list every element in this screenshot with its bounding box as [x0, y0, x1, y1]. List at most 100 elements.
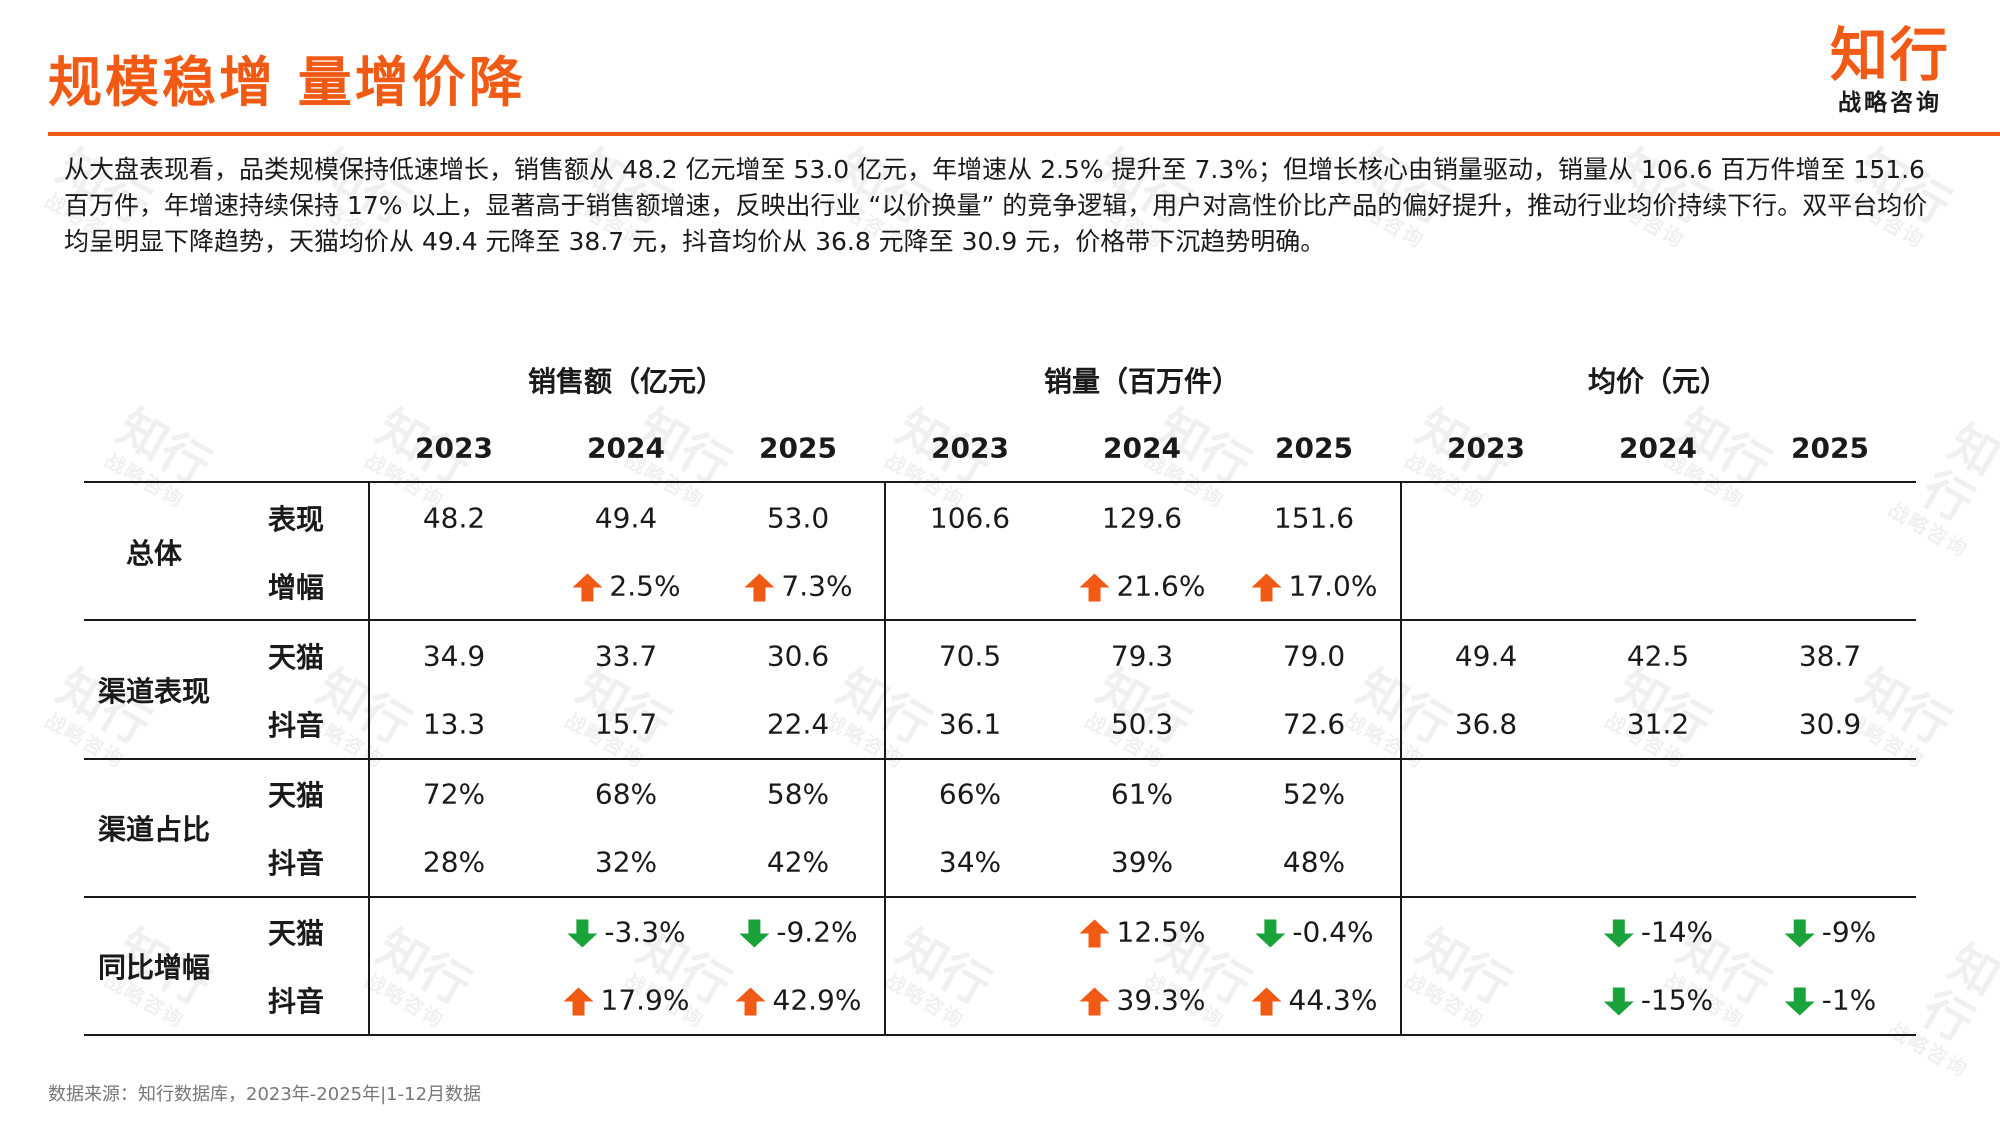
cell-value: 38.7 [1798, 639, 1862, 673]
table-cell: 7.3% [743, 570, 853, 603]
table-cell: -0.4% [1254, 915, 1374, 949]
table-cell: 42.9% [735, 983, 862, 1017]
table-row-divider [84, 896, 1916, 898]
table-cell: 21.6% [1079, 569, 1206, 603]
table-column-divider [368, 481, 370, 1034]
table-cell: 12.5% [1079, 916, 1205, 949]
cell-value: 13.3 [422, 707, 486, 741]
cell-value: 36.8 [1454, 707, 1518, 741]
table-cell: 17.0% [1251, 570, 1377, 603]
arrow-down-icon [1603, 919, 1634, 948]
table-cell: 2.5% [571, 569, 681, 603]
cell-value: 42.9% [772, 983, 862, 1017]
arrow-up-icon [1251, 987, 1282, 1016]
cell-value: 151.6 [1273, 501, 1355, 535]
table-cell: 48% [1283, 846, 1345, 879]
arrow-up-icon [1079, 987, 1110, 1016]
summary-paragraph: 从大盘表现看，品类规模保持低速增长，销售额从 48.2 亿元增至 53.0 亿元… [64, 155, 1928, 256]
cell-value: 30.9 [1798, 707, 1862, 741]
watermark: 知行 战略咨询 [880, 919, 1000, 1033]
table-cell: 53.0 [767, 502, 829, 535]
section-label: 渠道占比 [97, 813, 211, 846]
table-cell: 129.6 [1102, 502, 1182, 535]
year-header: 2024 [587, 431, 665, 465]
arrow-up-icon [1079, 573, 1110, 602]
cell-value: 33.7 [594, 639, 658, 673]
cell-value: 48% [1282, 845, 1346, 879]
table-cell: -3.3% [566, 916, 686, 949]
year-header: 2023 [931, 431, 1009, 465]
table-cell: 39% [1111, 846, 1173, 879]
year-header: 2025 [1791, 431, 1869, 465]
table-cell: 79.0 [1283, 640, 1345, 673]
cell-value: 32% [594, 845, 658, 879]
cell-value: 49.4 [594, 501, 658, 535]
year-header: 2024 [1103, 431, 1181, 465]
table-cell: 72% [423, 778, 485, 811]
table-cell: 151.6 [1274, 502, 1354, 535]
cell-value: 53.0 [766, 501, 830, 535]
cell-value: 42.5 [1626, 639, 1690, 673]
watermark: 知行 战略咨询 [1340, 659, 1460, 773]
cell-value: 42% [766, 845, 830, 879]
arrow-down-icon [1603, 987, 1634, 1016]
row-label: 天猫 [267, 641, 325, 674]
table-cell: 66% [939, 778, 1001, 811]
table-cell: 61% [1111, 778, 1173, 811]
table-cell: 36.8 [1455, 708, 1517, 741]
cell-value: 70.5 [938, 639, 1002, 673]
cell-value: -0.4% [1292, 915, 1374, 949]
cell-value: 21.6% [1116, 569, 1206, 603]
data-source-note: 数据来源：知行数据库，2023年-2025年|1-12月数据 [48, 1084, 482, 1105]
cell-value: 39% [1110, 845, 1174, 879]
cell-value: 48.2 [422, 501, 486, 535]
arrow-up-icon [572, 573, 603, 602]
table-cell: 42.5 [1627, 640, 1689, 673]
table-cell: 68% [595, 778, 657, 811]
cell-value: -14% [1640, 915, 1714, 949]
watermark: 知行 战略咨询 [100, 399, 220, 513]
table-cell: 48.2 [423, 502, 485, 535]
row-label: 表现 [267, 503, 325, 536]
table-cell: 30.9 [1799, 708, 1861, 741]
table-cell: 34.9 [423, 640, 485, 673]
cell-value: 2.5% [609, 569, 681, 603]
table-column-divider [1400, 481, 1402, 1034]
cell-value: 34.9 [422, 639, 486, 673]
watermark: 知行 战略咨询 [1884, 414, 2000, 562]
cell-value: -9% [1821, 915, 1877, 949]
table-cell: -9% [1784, 915, 1877, 949]
arrow-down-icon [1255, 919, 1286, 948]
table-cell: 70.5 [939, 640, 1001, 673]
cell-value: 129.6 [1101, 501, 1183, 535]
row-label: 天猫 [267, 917, 325, 950]
table-cell: 32% [595, 846, 657, 879]
table-cell: 72.6 [1283, 708, 1345, 741]
table-row-divider [84, 758, 1916, 760]
table-cell: 49.4 [595, 502, 657, 535]
cell-value: 66% [938, 777, 1002, 811]
arrow-down-icon [567, 919, 598, 948]
cell-value: 36.1 [938, 707, 1002, 741]
cell-value: -9.2% [776, 915, 858, 949]
title-divider [48, 132, 2000, 136]
cell-value: 30.6 [766, 639, 830, 673]
table-cell: 28% [423, 846, 485, 879]
cell-value: 50.3 [1110, 707, 1174, 741]
cell-value: 31.2 [1626, 707, 1690, 741]
cell-value: 61% [1110, 777, 1174, 811]
brand-logo: 知行 战略咨询 [1830, 22, 1950, 118]
table-cell: 36.1 [939, 708, 1001, 741]
cell-value: 58% [766, 777, 830, 811]
table-cell: 49.4 [1455, 640, 1517, 673]
watermark: 知行 战略咨询 [360, 919, 480, 1033]
year-header: 2023 [415, 431, 493, 465]
column-group-header: 销量（百万件） [1043, 365, 1241, 398]
table-cell: 15.7 [595, 708, 657, 741]
arrow-down-icon [739, 919, 770, 948]
section-label: 同比增幅 [97, 951, 211, 984]
table-cell: 39.3% [1079, 984, 1205, 1017]
column-group-header: 销售额（亿元） [527, 365, 725, 398]
table-cell: 79.3 [1111, 640, 1173, 673]
cell-value: 34% [938, 845, 1002, 879]
